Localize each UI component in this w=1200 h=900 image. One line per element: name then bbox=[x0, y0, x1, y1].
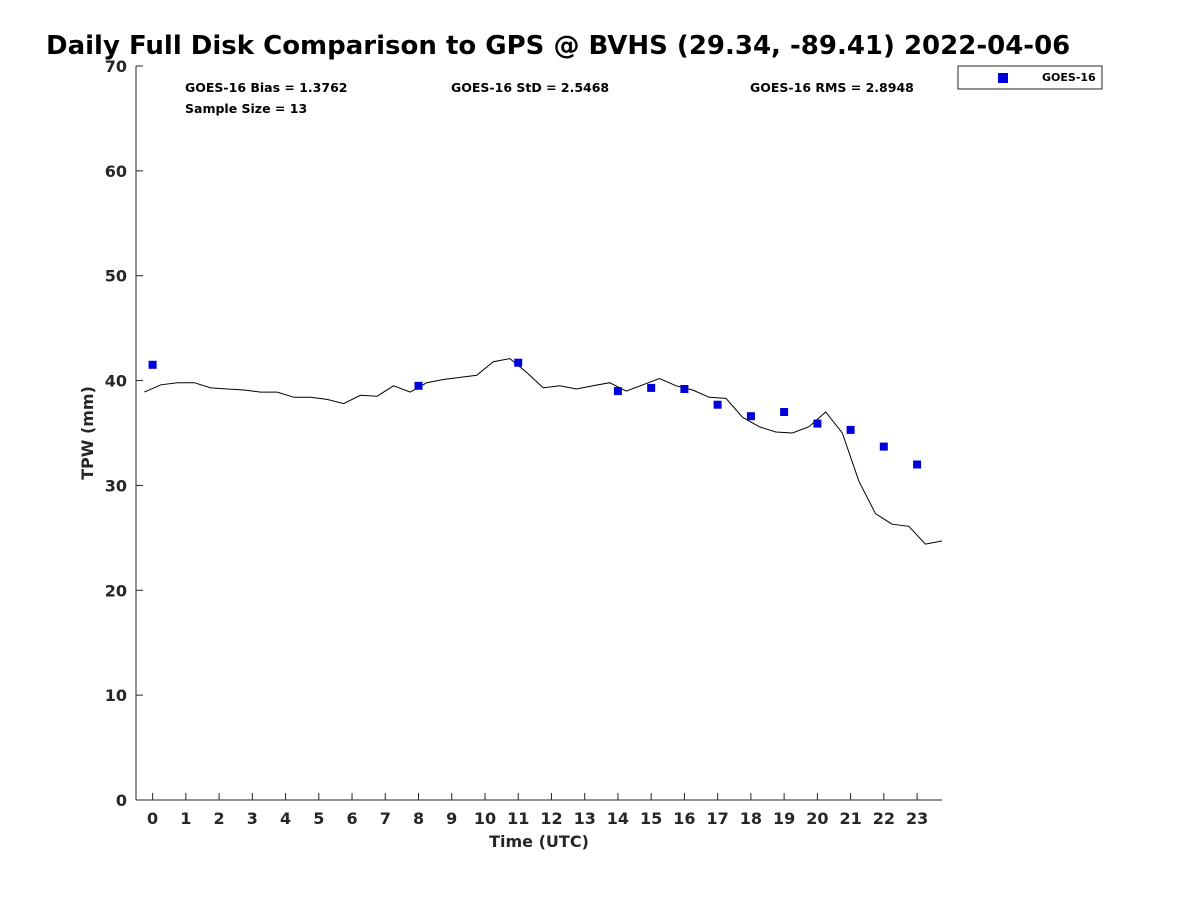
y-tick-label: 40 bbox=[105, 372, 127, 391]
legend-marker-goes16 bbox=[998, 73, 1008, 83]
y-tick-label: 50 bbox=[105, 267, 127, 286]
x-tick-label: 6 bbox=[346, 809, 357, 828]
goes16-point bbox=[746, 412, 755, 421]
stat-sample-size: Sample Size = 13 bbox=[185, 101, 307, 116]
x-tick-label: 23 bbox=[906, 809, 928, 828]
goes16-point bbox=[514, 358, 523, 367]
x-tick-label: 15 bbox=[640, 809, 662, 828]
goes16-point bbox=[846, 425, 855, 434]
x-tick-label: 7 bbox=[380, 809, 391, 828]
x-tick-label: 11 bbox=[507, 809, 529, 828]
goes16-point bbox=[913, 460, 922, 469]
x-tick-label: 0 bbox=[147, 809, 158, 828]
x-tick-label: 4 bbox=[280, 809, 291, 828]
x-tick-label: 14 bbox=[607, 809, 629, 828]
y-tick-label: 0 bbox=[116, 791, 127, 810]
legend-label-goes16: GOES-16 bbox=[1042, 71, 1096, 84]
y-tick-label: 20 bbox=[105, 581, 127, 600]
stats-annotations: GOES-16 Bias = 1.3762 GOES-16 StD = 2.54… bbox=[185, 80, 914, 116]
x-tick-label: 16 bbox=[673, 809, 695, 828]
goes16-point bbox=[647, 383, 656, 392]
y-tick-label: 10 bbox=[105, 686, 127, 705]
chart-title: Daily Full Disk Comparison to GPS @ BVHS… bbox=[46, 31, 1070, 61]
x-tick-label: 21 bbox=[839, 809, 861, 828]
goes16-points bbox=[148, 358, 922, 469]
x-tick-label: 1 bbox=[180, 809, 191, 828]
legend-box bbox=[957, 65, 1103, 90]
stat-std: GOES-16 StD = 2.5468 bbox=[451, 80, 609, 95]
x-tick-label: 2 bbox=[214, 809, 225, 828]
x-tick-label: 20 bbox=[806, 809, 828, 828]
goes16-point bbox=[780, 408, 789, 416]
x-tick-label: 10 bbox=[474, 809, 496, 828]
x-axis: 0 1 2 3 4 5 6 7 8 9 10 11 12 13 14 15 16 17 18 19 20 21 22 23 bbox=[136, 793, 942, 828]
goes16-point bbox=[680, 385, 689, 393]
goes16-point bbox=[813, 419, 822, 428]
stat-rms: GOES-16 RMS = 2.8948 bbox=[750, 80, 914, 95]
x-tick-label: 9 bbox=[446, 809, 457, 828]
y-axis-label: TPW (mm) bbox=[78, 386, 97, 480]
x-tick-label: 17 bbox=[707, 809, 729, 828]
gps-line bbox=[144, 358, 943, 545]
y-tick-label: 70 bbox=[105, 57, 127, 76]
x-tick-label: 22 bbox=[873, 809, 895, 828]
x-tick-label: 18 bbox=[740, 809, 762, 828]
goes16-point bbox=[613, 387, 622, 396]
goes16-point bbox=[414, 381, 423, 390]
goes16-point bbox=[713, 400, 722, 409]
y-tick-label: 30 bbox=[105, 476, 127, 495]
x-axis-label: Time (UTC) bbox=[489, 832, 589, 851]
x-tick-label: 8 bbox=[413, 809, 424, 828]
x-tick-label: 5 bbox=[313, 809, 324, 828]
stat-bias: GOES-16 Bias = 1.3762 bbox=[185, 80, 347, 95]
y-axis: 0 10 20 30 40 50 60 70 bbox=[105, 57, 143, 810]
x-tick-label: 13 bbox=[574, 809, 596, 828]
goes16-point bbox=[879, 442, 888, 451]
x-tick-label: 19 bbox=[773, 809, 795, 828]
goes16-point bbox=[148, 360, 157, 369]
x-tick-label: 12 bbox=[540, 809, 562, 828]
legend: GOES-16 bbox=[957, 65, 1103, 90]
x-tick-label: 3 bbox=[247, 809, 258, 828]
y-tick-label: 60 bbox=[105, 162, 127, 181]
plot-area bbox=[144, 358, 943, 545]
